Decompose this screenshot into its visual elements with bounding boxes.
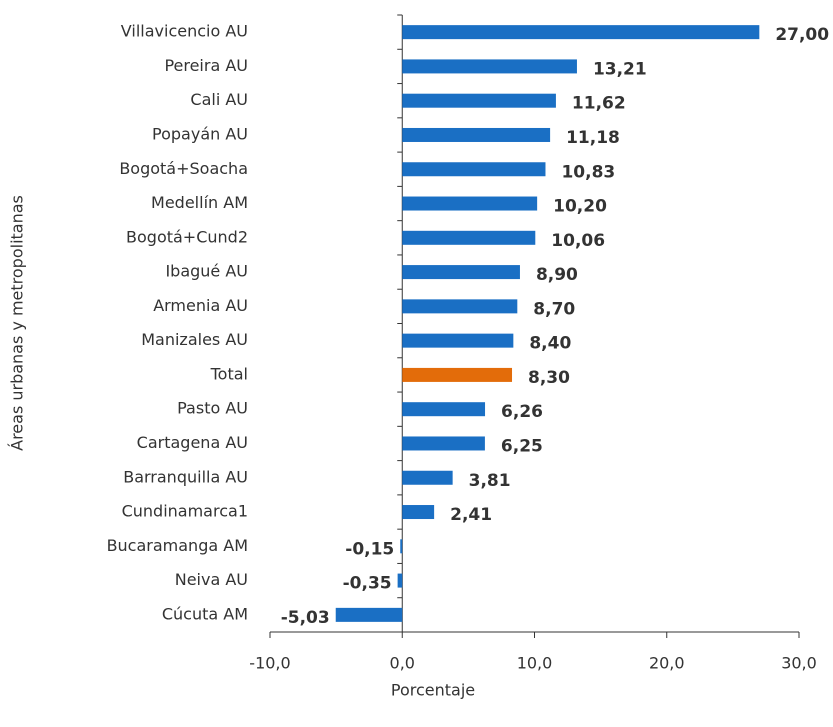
bar (402, 265, 520, 280)
y-tick-label: Manizales AU (141, 330, 248, 349)
bar (402, 299, 518, 314)
value-label: -5,03 (281, 608, 330, 628)
y-tick-label: Bogotá+Cund2 (126, 227, 248, 246)
x-tick-label: -10,0 (249, 654, 290, 673)
value-label: 11,18 (566, 128, 620, 148)
value-label: 8,40 (529, 334, 571, 354)
y-axis-title: Áreas urbanas y metropolitanas (8, 195, 27, 451)
y-tick-label: Popayán AU (152, 124, 248, 143)
value-label: -0,35 (343, 574, 392, 594)
bar (402, 25, 760, 40)
x-axis-title: Porcentaje (391, 681, 475, 700)
x-tick-label: 10,0 (517, 654, 553, 673)
y-tick-label: Pereira AU (164, 56, 248, 75)
value-label: 10,20 (553, 197, 607, 217)
value-label: 13,21 (593, 59, 647, 79)
bar (397, 573, 403, 588)
value-label: 8,30 (528, 368, 570, 388)
x-tick-label: 20,0 (649, 654, 685, 673)
value-label: 10,06 (551, 231, 605, 251)
y-tick-label: Villavicencio AU (121, 22, 248, 41)
value-label: 27,00 (775, 25, 829, 45)
y-tick-label: Neiva AU (175, 570, 248, 589)
bar (402, 436, 485, 451)
y-tick-label: Cartagena AU (137, 433, 248, 452)
bar (402, 196, 538, 211)
bar (402, 333, 514, 348)
bar (402, 93, 556, 108)
bar (402, 367, 513, 382)
x-tick-label: 30,0 (781, 654, 817, 673)
y-tick-label: Bucaramanga AM (107, 536, 248, 555)
y-tick-label: Cúcuta AM (162, 604, 248, 623)
value-label: 10,83 (561, 162, 615, 182)
bar (335, 607, 403, 622)
bar (402, 127, 551, 142)
bar (402, 470, 453, 485)
y-tick-label: Ibagué AU (165, 262, 248, 281)
bar (402, 505, 435, 520)
y-tick-label: Total (210, 364, 248, 383)
value-label: 3,81 (469, 471, 511, 491)
y-tick-label: Armenia AU (153, 296, 248, 315)
y-tick-label: Bogotá+Soacha (119, 159, 248, 178)
value-label: 6,26 (501, 402, 543, 422)
bar (400, 539, 403, 554)
value-label: 8,70 (533, 299, 575, 319)
bar (402, 230, 536, 245)
y-tick-label: Cali AU (190, 90, 248, 109)
bar (402, 402, 486, 417)
bar (402, 59, 577, 74)
y-tick-label: Pasto AU (177, 399, 248, 418)
y-tick-label: Cundinamarca1 (122, 502, 248, 521)
x-tick-label: 0,0 (390, 654, 415, 673)
y-tick-label: Barranquilla AU (123, 467, 248, 486)
value-label: 8,90 (536, 265, 578, 285)
value-label: 2,41 (450, 505, 492, 525)
value-label: 6,25 (501, 436, 543, 456)
bar (402, 162, 546, 177)
value-label: 11,62 (572, 94, 626, 114)
value-label: -0,15 (345, 539, 394, 559)
y-tick-label: Medellín AM (151, 193, 248, 212)
